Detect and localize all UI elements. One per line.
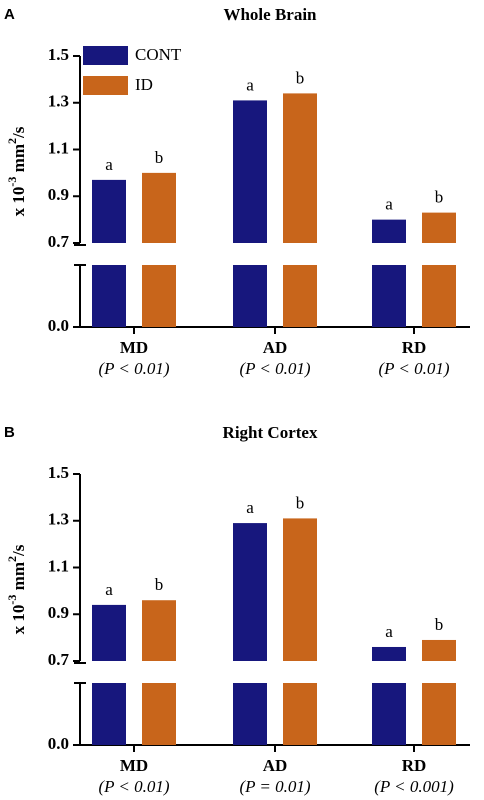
y-tick-label: 1.5 [48, 463, 69, 482]
y-tick-label: 0.0 [48, 734, 69, 753]
bar-annotation: b [155, 148, 164, 167]
y-axis-label-part: -3 [5, 595, 19, 605]
y-axis-label-part: -3 [5, 177, 19, 187]
bar-lower [92, 683, 126, 745]
bar [422, 212, 456, 243]
x-tick-label: RD [402, 756, 427, 775]
x-tick-label: MD [120, 756, 148, 775]
x-tick-label: RD [402, 338, 427, 357]
y-tick-label: 1.1 [48, 138, 69, 157]
x-tick-sublabel: (P < 0.01) [378, 359, 449, 378]
bar-annotation: b [296, 493, 305, 512]
bar [283, 518, 317, 661]
bar [233, 523, 267, 661]
y-axis-label-part: mm [9, 562, 28, 595]
y-axis-label-part: 2 [5, 138, 19, 144]
y-tick-label: 0.9 [48, 603, 69, 622]
x-tick-sublabel: (P < 0.01) [239, 359, 310, 378]
bar-lower [283, 683, 317, 745]
y-tick-label: 1.3 [48, 92, 69, 111]
y-axis-label: x 10-3 mm2/s [5, 544, 28, 634]
y-tick-label: 0.9 [48, 185, 69, 204]
y-axis-label-part: x 10 [9, 187, 28, 217]
bar-annotation: a [385, 622, 393, 641]
bar-lower [372, 265, 406, 327]
chart-title: Whole Brain [223, 5, 317, 24]
panel-label: B [4, 424, 15, 441]
bar-lower [372, 683, 406, 745]
bar [372, 646, 406, 661]
y-tick-label: 1.1 [48, 556, 69, 575]
x-tick-sublabel: (P < 0.01) [98, 359, 169, 378]
bar-annotation: b [435, 188, 444, 207]
bar-lower [233, 265, 267, 327]
bar-annotation: b [435, 615, 444, 634]
bar-lower [92, 265, 126, 327]
y-tick-label: 0.7 [48, 232, 70, 251]
bar-lower [422, 683, 456, 745]
bar [233, 100, 267, 243]
legend-label: ID [135, 75, 153, 94]
bar-annotation: b [155, 575, 164, 594]
bar [422, 639, 456, 661]
bar [142, 172, 176, 243]
bar [92, 604, 126, 661]
bar-lower [233, 683, 267, 745]
bar [92, 179, 126, 243]
bar-annotation: a [105, 155, 113, 174]
y-axis-label: x 10-3 mm2/s [5, 126, 28, 216]
bar-lower [283, 265, 317, 327]
x-tick-label: AD [263, 338, 288, 357]
legend-label: CONT [135, 45, 182, 64]
bar-lower [142, 683, 176, 745]
bar [142, 600, 176, 661]
x-tick-label: MD [120, 338, 148, 357]
legend-swatch [83, 76, 128, 95]
y-axis-label-part: /s [9, 126, 28, 139]
y-axis-label-part: x 10 [9, 605, 28, 635]
bar-lower [422, 265, 456, 327]
bar-annotation: b [296, 68, 305, 87]
y-tick-label: 0.0 [48, 316, 69, 335]
x-tick-sublabel: (P < 0.001) [374, 777, 454, 796]
bar [372, 219, 406, 243]
x-tick-label: AD [263, 756, 288, 775]
y-tick-label: 0.7 [48, 650, 70, 669]
y-axis-label-part: 2 [5, 556, 19, 562]
x-tick-sublabel: (P = 0.01) [239, 777, 310, 796]
x-tick-sublabel: (P < 0.01) [98, 777, 169, 796]
legend-swatch [83, 46, 128, 65]
y-axis-label-part: /s [9, 544, 28, 557]
bar-annotation: a [246, 75, 254, 94]
y-axis-label-part: mm [9, 144, 28, 177]
bar-lower [142, 265, 176, 327]
bar-annotation: a [105, 580, 113, 599]
chart-title: Right Cortex [223, 423, 318, 442]
bar-annotation: a [385, 195, 393, 214]
y-tick-label: 1.3 [48, 510, 69, 529]
panel-label: A [4, 6, 15, 23]
bar-annotation: a [246, 498, 254, 517]
bar [283, 93, 317, 244]
y-tick-label: 1.5 [48, 45, 69, 64]
